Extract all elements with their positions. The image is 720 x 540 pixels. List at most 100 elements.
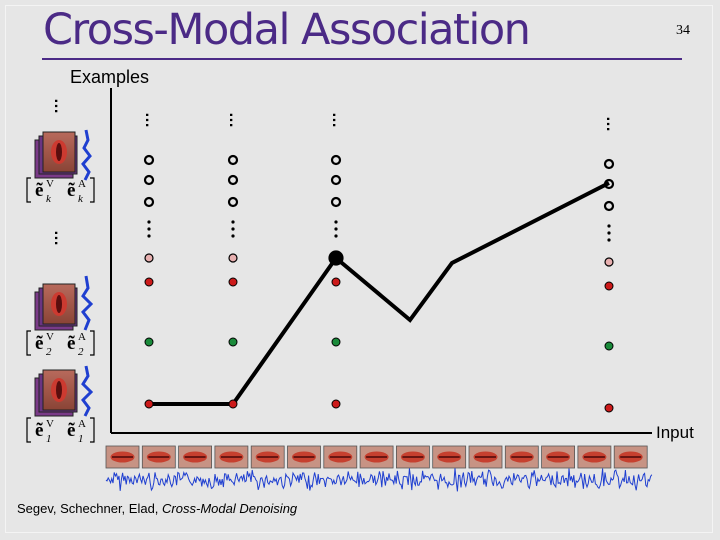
- lip-frame-stack-icon: [34, 283, 78, 331]
- title-underline: [42, 58, 682, 60]
- example-node-1: [144, 399, 154, 409]
- example-index-subscript: 1: [46, 433, 52, 445]
- ellipsis-dot: [147, 227, 151, 231]
- example-node-open: [227, 154, 239, 166]
- example-index-subscript: 2: [78, 346, 84, 358]
- lip-thumbnail-icon: [577, 445, 612, 469]
- example-index-subscript: 2: [46, 346, 52, 358]
- ellipsis-dot: [334, 227, 338, 231]
- example-node-open: [227, 196, 239, 208]
- lip-thumbnail-icon: [468, 445, 503, 469]
- ellipsis-dot: [231, 234, 235, 238]
- ellipsis-dot: [334, 234, 338, 238]
- lip-thumbnail-icon: [541, 445, 575, 469]
- video-modality-superscript: V: [46, 331, 54, 343]
- ellipsis-dot: [147, 220, 151, 224]
- footer-citation: Segev, Schechner, Elad, Cross-Modal Deno…: [17, 501, 297, 516]
- video-feature-symbol: ẽ: [35, 420, 43, 441]
- input-waveform-icon: [105, 468, 653, 492]
- example-node-k: [604, 281, 614, 291]
- ellipsis-dot: [607, 238, 611, 242]
- column-2-top-ellipsis: …: [226, 112, 243, 128]
- page-number: 34: [676, 23, 690, 38]
- footer-authors: Segev, Schechner, Elad,: [17, 501, 159, 516]
- ellipsis-dot: [607, 231, 611, 235]
- audio-waveform-icon: [81, 275, 94, 331]
- example-node-2: [604, 341, 614, 351]
- example-node-open: [227, 174, 239, 186]
- association-path: [149, 181, 610, 406]
- example-node-k: [144, 253, 154, 263]
- example-node-k: [604, 257, 614, 267]
- example-node-open: [603, 200, 615, 212]
- example-node-open: [143, 174, 155, 186]
- example-node-2: [331, 337, 341, 347]
- video-modality-superscript: V: [46, 178, 54, 190]
- example-node-open: [143, 196, 155, 208]
- ellipsis-dot: [334, 220, 338, 224]
- ellipsis-dot: [231, 220, 235, 224]
- ellipsis-dot: [147, 234, 151, 238]
- example-node-open: [603, 178, 615, 190]
- lip-thumbnail-icon: [141, 445, 176, 469]
- example-2-icons: [34, 275, 94, 331]
- examples-label: Examples: [70, 67, 150, 87]
- example-node-k: [228, 277, 238, 287]
- example-index-subscript: 1: [78, 433, 84, 445]
- example-index-subscript: k: [46, 193, 52, 205]
- audio-feature-symbol: ẽ: [67, 420, 75, 441]
- lip-thumbnail-icon: [395, 445, 430, 469]
- example-node-open: [330, 154, 342, 166]
- example-node-1: [604, 403, 614, 413]
- video-feature-symbol: ẽ: [35, 180, 43, 201]
- lip-thumbnail-icon: [323, 445, 358, 469]
- lip-thumbnail-icon: [178, 445, 213, 469]
- example-node-2: [144, 337, 154, 347]
- audio-feature-symbol: ẽ: [67, 333, 75, 354]
- example-pair-label: ẽ Vk ẽ Ak: [26, 177, 95, 205]
- selected-example-node: [328, 250, 344, 266]
- column-4-top-ellipsis: …: [603, 116, 620, 132]
- example-node-open: [330, 196, 342, 208]
- example-node-k: [228, 253, 238, 263]
- audio-modality-superscript: A: [78, 331, 86, 343]
- lip-thumbnail-icon: [613, 445, 648, 469]
- video-feature-symbol: ẽ: [35, 333, 43, 354]
- lip-thumbnail-icon: [214, 445, 249, 469]
- example-k-icons: [34, 129, 92, 181]
- input-axis-label: Input: [656, 423, 694, 442]
- ellipsis-dot: [231, 227, 235, 231]
- example-node-2: [228, 337, 238, 347]
- audio-modality-superscript: A: [78, 418, 86, 430]
- examples-top-ellipsis: …: [51, 98, 68, 114]
- example-node-open: [143, 154, 155, 166]
- lip-thumbnail-icon: [432, 445, 467, 469]
- video-modality-superscript: V: [46, 418, 54, 430]
- lip-thumbnail-icon: [250, 445, 285, 469]
- lip-thumbnail-icon: [287, 445, 321, 469]
- example-node-1: [331, 399, 341, 409]
- lip-thumbnail-icon: [105, 445, 140, 469]
- example-node-open: [330, 174, 342, 186]
- example-node-k: [331, 277, 341, 287]
- examples-mid-ellipsis: …: [51, 230, 68, 246]
- ellipsis-dot: [607, 224, 611, 228]
- example-index-subscript: k: [78, 193, 84, 205]
- audio-waveform-icon: [81, 129, 92, 181]
- example-node-k: [144, 277, 154, 287]
- lip-thumbnail-icon: [359, 445, 394, 469]
- example-node-1: [228, 399, 238, 409]
- audio-modality-superscript: A: [78, 178, 86, 190]
- slide-title: Cross-Modal Association: [43, 5, 531, 55]
- lip-frame-stack-icon: [34, 131, 78, 179]
- example-pair-label: ẽ V1 ẽ A1: [26, 417, 95, 445]
- column-1-top-ellipsis: …: [142, 112, 159, 128]
- slide-border: [5, 5, 713, 533]
- audio-feature-symbol: ẽ: [67, 180, 75, 201]
- lip-frame-stack-icon: [34, 369, 78, 417]
- audio-waveform-icon: [81, 365, 94, 417]
- lip-thumbnail-icon: [504, 445, 539, 469]
- footer-paper-title: Cross-Modal Denoising: [162, 501, 298, 516]
